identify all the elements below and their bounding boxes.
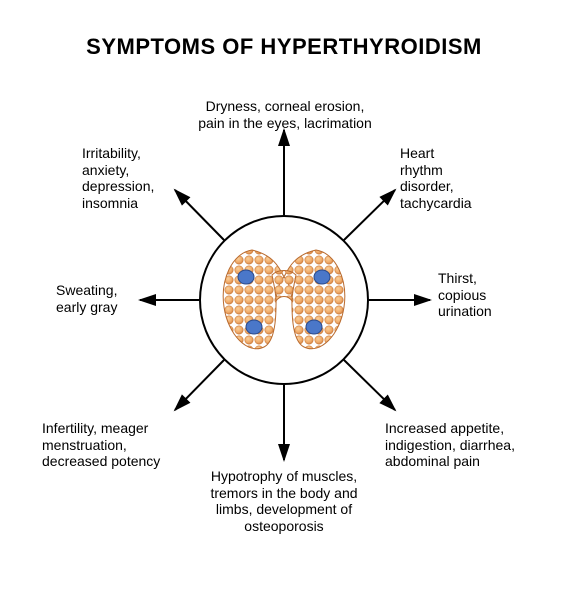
- symptom-top: Dryness, corneal erosion,pain in the eye…: [150, 98, 420, 131]
- symptom-right: Thirst,copiousurination: [438, 270, 548, 320]
- symptom-top-right: Heartrhythmdisorder,tachycardia: [400, 145, 530, 211]
- symptom-bottom-right: Increased appetite,indigestion, diarrhea…: [385, 420, 560, 470]
- symptom-left: Sweating,early gray: [56, 282, 146, 315]
- symptom-bottom-left: Infertility, meagermenstruation,decrease…: [42, 420, 202, 470]
- symptom-top-left: Irritability,anxiety,depression,insomnia: [82, 145, 192, 211]
- page-title: SYMPTOMS OF HYPERTHYROIDISM: [0, 34, 568, 60]
- symptom-bottom: Hypotrophy of muscles,tremors in the bod…: [168, 468, 400, 534]
- diagram-container: Dryness, corneal erosion,pain in the eye…: [0, 60, 568, 600]
- thyroid-icon: [214, 235, 354, 365]
